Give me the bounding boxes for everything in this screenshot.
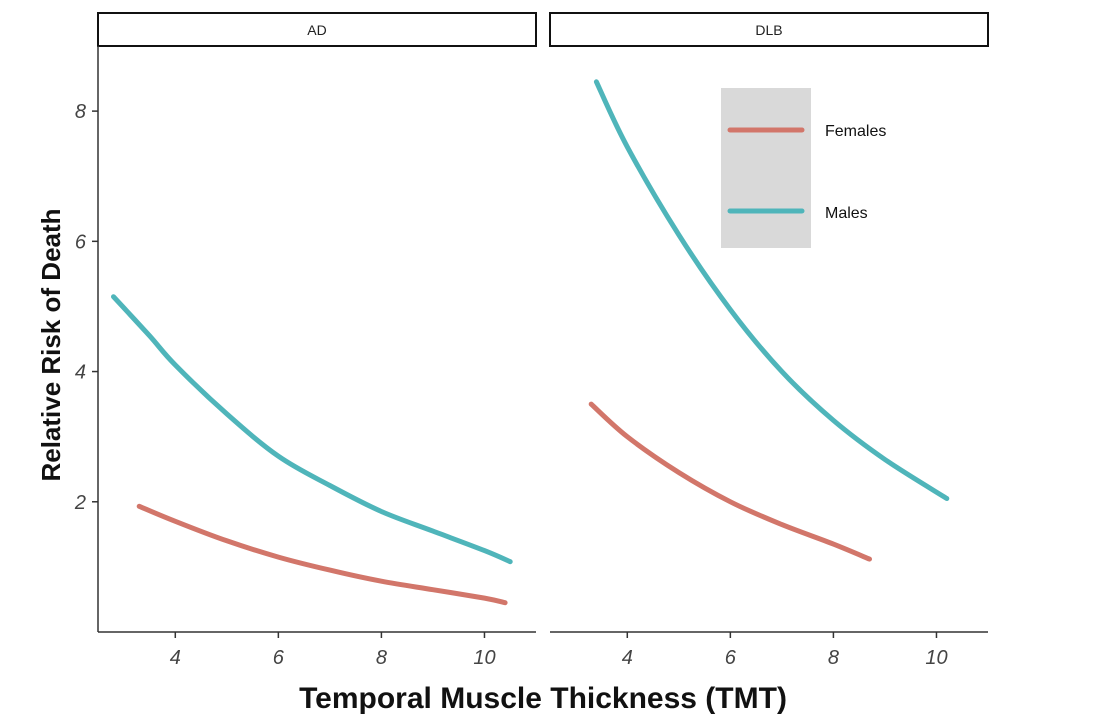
x-tick-label: 4 [170,647,181,669]
x-tick-label: 8 [828,647,839,669]
facet-strip-ad-label: AD [307,22,326,38]
x-tick-label: 4 [622,647,633,669]
series-line-ad-males [111,294,513,565]
series-line-dlb-females [588,401,872,562]
x-axis-ticks: 4 6 8 10 4 6 8 10 [170,632,948,669]
x-tick-label: 6 [273,647,285,669]
facet-strip-dlb-label: DLB [755,22,782,38]
legend-background [721,88,811,248]
x-tick-label: 8 [376,647,387,669]
legend-label-males: Males [825,205,868,222]
series-line-dlb-males [593,79,950,501]
facet-strip-ad: AD [97,12,537,47]
legend-label-females: Females [825,123,886,140]
x-axis-title: Temporal Muscle Thickness (TMT) [299,682,787,715]
x-tick-label: 6 [725,647,737,669]
x-tick-label: 10 [925,647,947,669]
y-tick-label: 8 [75,101,86,123]
y-tick-label: 4 [75,362,86,384]
y-axis-title: Relative Risk of Death [36,208,66,481]
y-axis-ticks: 2 4 6 8 [74,101,98,514]
series-lines [111,79,950,606]
x-tick-label: 10 [473,647,495,669]
series-line-ad-females [136,503,508,606]
y-tick-label: 6 [75,231,87,253]
legend: Females Males [721,88,886,248]
y-tick-label: 2 [74,492,86,514]
facet-strip-dlb: DLB [549,12,989,47]
